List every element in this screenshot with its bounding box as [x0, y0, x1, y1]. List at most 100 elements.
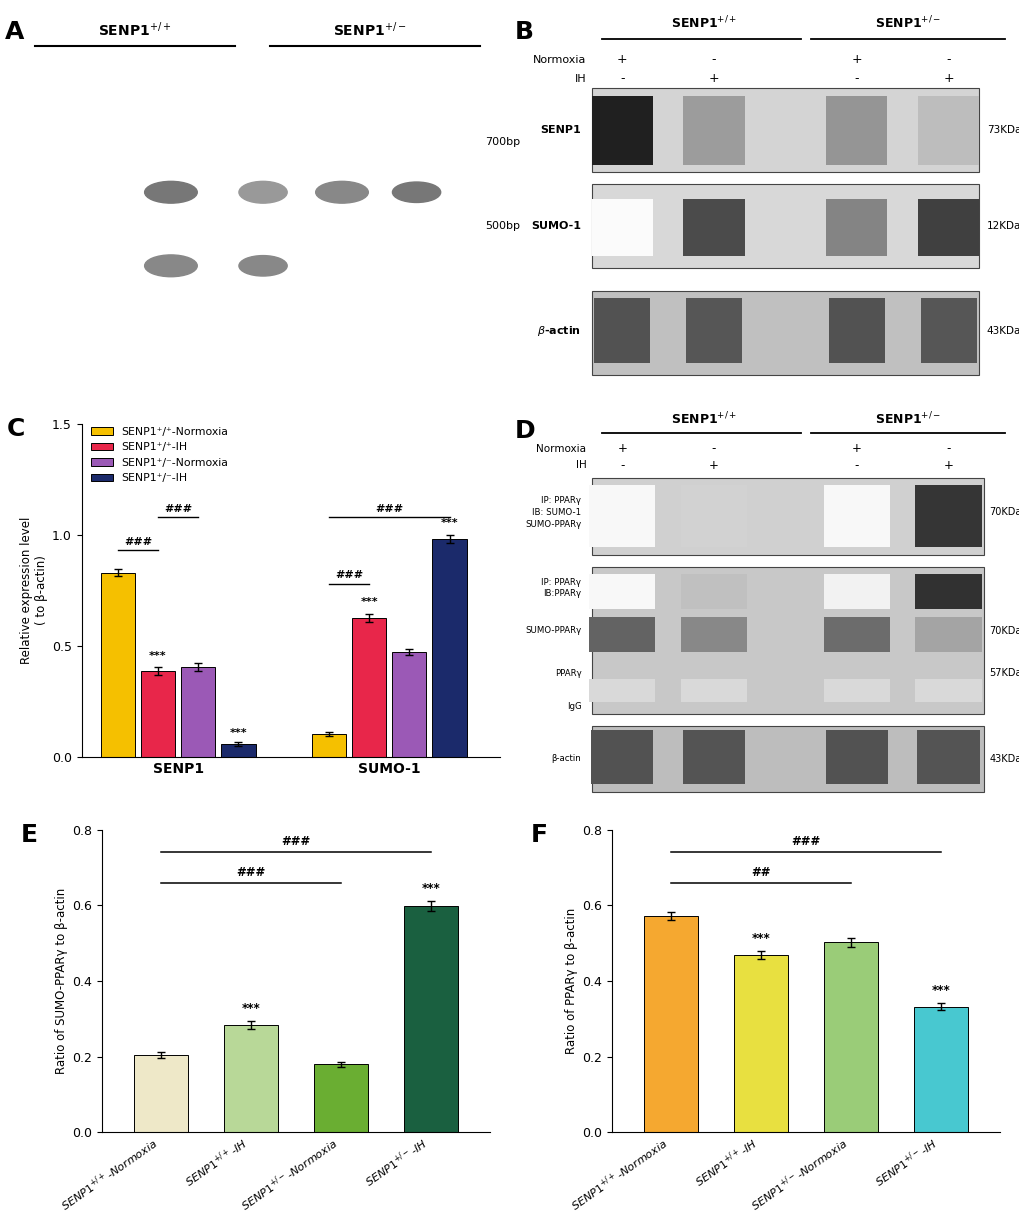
Text: ###: ###: [123, 536, 152, 547]
Text: ***: ***: [229, 728, 247, 737]
Text: SUMO-1: SUMO-1: [531, 220, 581, 231]
Text: 57KDa: 57KDa: [988, 668, 1019, 678]
Bar: [432, 539, 466, 757]
Text: 500bp: 500bp: [484, 220, 520, 231]
Ellipse shape: [392, 182, 440, 202]
Bar: [314, 1064, 368, 1132]
Ellipse shape: [31, 231, 162, 300]
Text: A: A: [5, 19, 24, 44]
Text: +: +: [851, 53, 861, 67]
Bar: [312, 734, 345, 757]
Text: 43KDa: 43KDa: [988, 753, 1019, 764]
Text: ###: ###: [164, 504, 192, 513]
Bar: [133, 1055, 187, 1132]
Text: +: +: [616, 442, 627, 455]
Bar: [221, 744, 256, 757]
Text: SENP1$^{+/-}$: SENP1$^{+/-}$: [333, 21, 407, 39]
Ellipse shape: [419, 253, 449, 279]
Text: -: -: [946, 53, 950, 67]
Bar: [589, 679, 655, 702]
Text: β-actin: β-actin: [551, 754, 581, 763]
Text: SENP1$^{+/+}$: SENP1$^{+/+}$: [669, 15, 737, 31]
Bar: [352, 618, 386, 757]
Bar: [823, 942, 877, 1132]
Text: ***: ***: [149, 650, 167, 660]
Text: IP: PPARγ
IB: SUMO-1
SUMO-PPARγ: IP: PPARγ IB: SUMO-1 SUMO-PPARγ: [525, 497, 581, 529]
Text: ***: ***: [360, 597, 378, 607]
Text: -: -: [711, 53, 715, 67]
Bar: [223, 1026, 277, 1132]
Text: 70KDa: 70KDa: [988, 626, 1019, 636]
Text: ###: ###: [281, 836, 310, 849]
Bar: [589, 574, 655, 609]
Text: ***: ***: [242, 1001, 260, 1015]
Text: SENP1$^{+/+}$: SENP1$^{+/+}$: [98, 21, 171, 39]
Y-axis label: Ratio of PPARγ to β-actin: Ratio of PPARγ to β-actin: [565, 908, 578, 1054]
Legend: SENP1⁺/⁺-Normoxia, SENP1⁺/⁺-IH, SENP1⁺/⁻-Normoxia, SENP1⁺/⁻-IH: SENP1⁺/⁺-Normoxia, SENP1⁺/⁺-IH, SENP1⁺/⁻…: [87, 423, 232, 488]
Ellipse shape: [61, 249, 131, 282]
Text: -: -: [620, 459, 624, 472]
Text: SUMO-PPARγ: SUMO-PPARγ: [525, 626, 581, 636]
Y-axis label: Ratio of SUMO-PPARγ to β-actin: Ratio of SUMO-PPARγ to β-actin: [55, 888, 68, 1074]
Bar: [681, 618, 746, 652]
Text: ###: ###: [235, 866, 265, 879]
Text: -: -: [946, 442, 950, 455]
Text: SENP1: SENP1: [540, 126, 581, 136]
Bar: [915, 679, 980, 702]
Ellipse shape: [48, 241, 145, 291]
Text: E: E: [20, 823, 38, 848]
Text: ##: ##: [750, 866, 769, 879]
Text: C: C: [6, 417, 24, 441]
Ellipse shape: [383, 253, 414, 279]
Text: ***: ***: [930, 983, 950, 997]
Ellipse shape: [377, 248, 421, 283]
Y-axis label: Relative expression level
( to β-actin): Relative expression level ( to β-actin): [19, 517, 48, 664]
Text: IH: IH: [575, 74, 586, 84]
Ellipse shape: [145, 182, 197, 203]
Text: +: +: [943, 459, 953, 472]
Bar: [392, 652, 426, 757]
Text: IgG: IgG: [567, 701, 581, 711]
Text: ###: ###: [334, 570, 363, 580]
Text: -: -: [854, 459, 858, 472]
Text: $\beta$-actin: $\beta$-actin: [537, 323, 581, 338]
Text: Normoxia: Normoxia: [533, 54, 586, 65]
Text: D: D: [515, 419, 535, 443]
Bar: [181, 667, 215, 757]
Text: -: -: [711, 442, 715, 455]
Text: Normoxia: Normoxia: [536, 443, 586, 454]
Text: ***: ***: [440, 518, 458, 528]
Ellipse shape: [316, 252, 368, 280]
Text: +: +: [708, 459, 718, 472]
Text: SENP1$^{+/-}$: SENP1$^{+/-}$: [873, 15, 941, 31]
Bar: [915, 618, 980, 652]
Text: +: +: [851, 442, 861, 455]
Text: ###: ###: [375, 504, 403, 513]
Bar: [101, 573, 135, 757]
Bar: [913, 1006, 967, 1132]
Bar: [681, 574, 746, 609]
Text: F: F: [530, 823, 547, 848]
Bar: [823, 574, 889, 609]
Text: +: +: [943, 73, 953, 85]
Text: ###: ###: [791, 836, 819, 849]
Text: IP: PPARγ
IB:PPARγ: IP: PPARγ IB:PPARγ: [541, 578, 581, 598]
Bar: [643, 916, 697, 1132]
Text: 12KDa: 12KDa: [986, 220, 1019, 231]
Text: ***: ***: [421, 882, 440, 895]
Text: 70KDa: 70KDa: [988, 507, 1019, 517]
Ellipse shape: [145, 256, 197, 277]
Text: -: -: [854, 73, 858, 85]
Ellipse shape: [238, 182, 287, 203]
Ellipse shape: [316, 182, 368, 203]
Bar: [733, 955, 787, 1132]
Bar: [589, 618, 655, 652]
Text: PPARγ: PPARγ: [554, 668, 581, 678]
Bar: [823, 679, 889, 702]
Text: +: +: [708, 73, 718, 85]
Ellipse shape: [238, 256, 287, 276]
Bar: [681, 679, 746, 702]
Text: SENP1$^{+/-}$: SENP1$^{+/-}$: [873, 411, 941, 427]
Bar: [915, 574, 980, 609]
Text: IH: IH: [575, 460, 586, 470]
